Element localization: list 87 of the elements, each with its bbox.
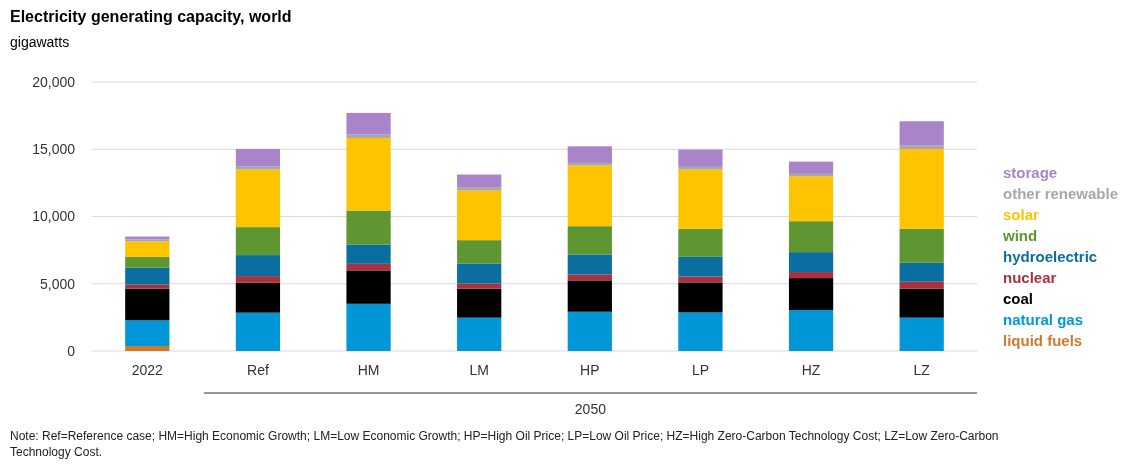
text: natural gas: [1003, 311, 1084, 328]
bar: [457, 288, 502, 318]
text: nuclear: [1003, 269, 1057, 286]
x-tick-label: Ref: [247, 362, 269, 378]
bar: [678, 276, 723, 283]
bar: [678, 166, 723, 170]
bar: [457, 240, 502, 264]
chart-title: Electricity generating capacity, world: [10, 8, 292, 25]
bar: [678, 149, 723, 167]
bar: [235, 148, 281, 167]
bar: [457, 187, 502, 191]
bar: [457, 263, 502, 284]
bar: [567, 280, 612, 312]
bar: [788, 310, 834, 351]
bar: [567, 226, 612, 255]
bar: [235, 255, 281, 277]
bar: [788, 272, 834, 279]
bar: [235, 166, 281, 170]
bar: [899, 288, 944, 318]
bar: [678, 312, 723, 351]
bar: [788, 161, 834, 174]
bar: [125, 256, 170, 268]
bar: [125, 267, 170, 285]
bar: [899, 317, 944, 351]
bar: [899, 121, 944, 146]
y-tick-label: 15,000: [32, 141, 76, 158]
x-tick-label: LP: [691, 362, 709, 378]
bar: [346, 303, 391, 351]
y-tick-label: 10,000: [32, 208, 76, 225]
bar: [346, 137, 391, 211]
bar: [346, 210, 391, 245]
bar: [788, 252, 834, 273]
y-tick-label: 20,000: [32, 73, 76, 90]
bar: [346, 270, 391, 304]
bar: [899, 148, 944, 229]
text: coal: [1003, 290, 1034, 307]
bar: [567, 146, 612, 163]
bar: [899, 228, 944, 263]
bar: [125, 288, 170, 321]
bar: [125, 241, 170, 257]
bar: [788, 176, 834, 222]
x-tick-label: LM: [469, 362, 489, 378]
text: hydroelectric: [1003, 248, 1098, 265]
bar: [235, 282, 281, 313]
bar: [346, 263, 391, 271]
bar: [567, 254, 612, 275]
bar: [678, 256, 723, 277]
bar: [678, 228, 723, 257]
bar: [125, 346, 170, 351]
y-axis-title: gigawatts: [10, 34, 70, 50]
bar: [457, 174, 502, 188]
bar: [457, 283, 502, 289]
text: Note: Ref=Reference case; HM=High Economic Growth; LM=Low Economic Growth; HP=High Oil Price; LP=Low Oil Price; HZ=High Zero-Carbon Technology Cost; LZ=Low Zero-Carbon Technology Cost.: [10, 429, 999, 459]
x-tick-label: LZ: [913, 362, 931, 378]
bar: [346, 244, 391, 264]
text: wind: [1002, 227, 1038, 244]
bar: [235, 169, 281, 228]
bar: [125, 320, 170, 347]
text: storage: [1003, 164, 1058, 181]
bar: [457, 190, 502, 241]
bar: [678, 282, 723, 313]
bar: [235, 312, 281, 351]
y-tick-label: 0: [67, 342, 76, 359]
x-tick-label: HZ: [801, 362, 821, 378]
text: other renewable: [1003, 185, 1119, 202]
bar: [899, 281, 944, 289]
bar: [235, 276, 281, 283]
bar: [346, 134, 391, 138]
text: solar: [1003, 206, 1040, 223]
bar: [567, 162, 612, 166]
bar: [457, 317, 502, 351]
bar: [567, 274, 612, 281]
bar: [125, 284, 170, 289]
text: 2050: [574, 401, 607, 417]
bar: [788, 278, 834, 311]
y-tick-label: 5,000: [39, 275, 76, 292]
bar: [567, 311, 612, 351]
x-tick-label: HM: [357, 362, 380, 378]
bar: [235, 227, 281, 256]
bar: [678, 169, 723, 229]
text: liquid fuels: [1003, 332, 1083, 349]
bar: [899, 262, 944, 282]
bar: [346, 112, 391, 135]
bar: [788, 221, 834, 253]
x-tick-label: HP: [580, 362, 600, 378]
x-tick-label: 2022: [131, 362, 164, 378]
bar: [567, 165, 612, 227]
